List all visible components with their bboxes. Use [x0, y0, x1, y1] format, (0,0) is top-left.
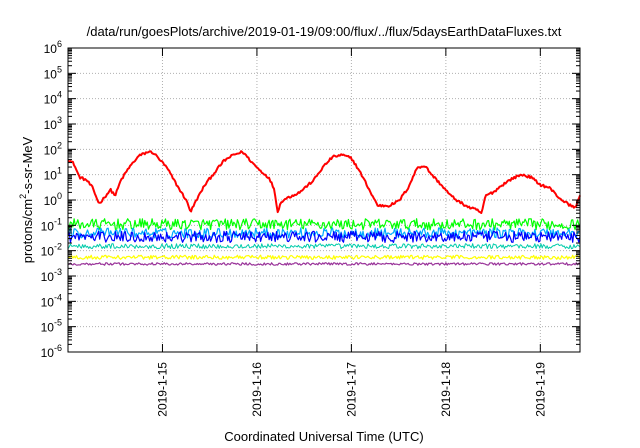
y-tick-label: 10-1 [41, 216, 62, 233]
x-tick-label: 2019-1-17 [344, 362, 358, 417]
y-tick-label: 106 [44, 39, 62, 56]
series-line-0 [67, 150, 581, 214]
axis-ticks: 10-610-510-410-310-210-11001011021031041… [41, 39, 580, 417]
series-line-2 [67, 227, 581, 239]
y-tick-label-exponent: 3 [57, 115, 62, 125]
y-tick-label-base: 10 [44, 42, 58, 56]
y-tick-label-base: 10 [41, 346, 55, 360]
y-tick-label: 102 [44, 140, 62, 157]
y-tick-label-base: 10 [44, 93, 58, 107]
y-tick-label-base: 10 [44, 169, 58, 183]
y-tick-label: 10-5 [41, 318, 62, 335]
x-tick-label: 2019-1-19 [533, 362, 547, 417]
y-axis-label-base: protons/cm [20, 199, 35, 263]
y-tick-label-exponent: -5 [54, 318, 62, 328]
y-tick-label-exponent: 6 [57, 39, 62, 49]
y-tick-label-base: 10 [41, 270, 55, 284]
y-tick-label-base: 10 [41, 295, 55, 309]
y-tick-label-base: 10 [41, 321, 55, 335]
series-line-1 [67, 218, 581, 231]
y-tick-label-exponent: 2 [57, 140, 62, 150]
x-tick-label: 2019-1-18 [439, 362, 453, 417]
y-tick-label: 103 [44, 115, 62, 132]
y-tick-label-exponent: 5 [57, 64, 62, 74]
y-axis-label-text: protons/cm2-s-sr-MeV [18, 136, 35, 263]
y-tick-label-exponent: -1 [54, 216, 62, 226]
y-tick-label: 10-6 [41, 343, 62, 360]
y-tick-label-base: 10 [44, 194, 58, 208]
y-tick-label-exponent: 4 [57, 90, 62, 100]
y-tick-label: 10-3 [41, 267, 62, 284]
y-tick-label-exponent: 1 [57, 166, 62, 176]
y-tick-label: 10-4 [41, 292, 62, 309]
series-line-3 [67, 230, 581, 243]
y-tick-label-base: 10 [41, 219, 55, 233]
y-tick-label: 10-2 [41, 242, 62, 259]
grid [68, 48, 580, 352]
y-axis-label: protons/cm2-s-sr-MeV [18, 136, 35, 263]
x-axis-label: Coordinated Universal Time (UTC) [224, 429, 423, 444]
series-line-6 [67, 262, 581, 266]
y-axis-label-sup: 2 [18, 194, 28, 199]
x-tick-label: 2019-1-16 [250, 362, 264, 417]
y-tick-label-base: 10 [44, 67, 58, 81]
y-tick-label-base: 10 [41, 245, 55, 259]
y-tick-label-exponent: -3 [54, 267, 62, 277]
y-tick-label: 104 [44, 90, 62, 107]
series-line-5 [67, 254, 580, 260]
y-tick-label-exponent: 0 [57, 191, 62, 201]
y-tick-label-exponent: -6 [54, 343, 62, 353]
y-tick-label-base: 10 [44, 118, 58, 132]
y-tick-label-exponent: -4 [54, 292, 62, 302]
y-tick-label: 105 [44, 64, 62, 81]
data-series [67, 150, 581, 266]
series-line-4 [67, 243, 581, 250]
chart-title: /data/run/goesPlots/archive/2019-01-19/0… [87, 24, 562, 39]
y-tick-label-base: 10 [44, 143, 58, 157]
y-tick-label-exponent: -2 [54, 242, 62, 252]
y-tick-label: 101 [44, 166, 62, 183]
y-tick-label: 100 [44, 191, 62, 208]
x-tick-label: 2019-1-15 [155, 362, 169, 417]
y-axis-label-rest: -s-sr-MeV [20, 136, 35, 193]
